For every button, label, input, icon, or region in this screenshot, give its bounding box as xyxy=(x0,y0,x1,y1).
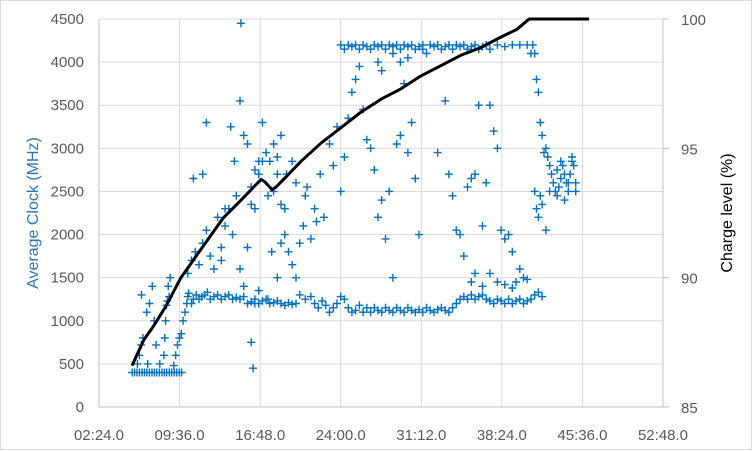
axes xyxy=(98,18,669,408)
x-tick-label: 38:24.0 xyxy=(477,427,527,444)
y2-tick-label: 90 xyxy=(681,271,698,288)
x-tick-label: 31:12.0 xyxy=(396,427,446,444)
y-axis-tick-labels: 0 500 1000 1500 2000 2500 3000 3500 4000 4500 xyxy=(51,11,84,416)
y-tick-label: 2000 xyxy=(51,227,84,244)
y2-tick-label: 100 xyxy=(681,12,706,29)
y-tick-label: 4000 xyxy=(51,54,84,71)
clock-scatter-series xyxy=(128,19,580,377)
y-tick-label: 1500 xyxy=(51,270,84,287)
x-tick-label: 09:36.0 xyxy=(155,427,205,444)
y-tick-label: 500 xyxy=(59,356,84,373)
y-axis-title: Average Clock (MHz) xyxy=(25,137,42,289)
y-tick-label: 3500 xyxy=(51,97,84,114)
y2-axis-tick-labels: 85 90 95 100 xyxy=(681,12,706,417)
y2-tick-label: 85 xyxy=(681,400,698,417)
charge-line-series xyxy=(130,17,590,367)
y2-axis-title: Charge level (%) xyxy=(719,153,736,272)
y-tick-label: 2500 xyxy=(51,183,84,200)
y-tick-label: 3000 xyxy=(51,140,84,157)
charge-level-line xyxy=(130,17,590,367)
x-tick-label: 16:48.0 xyxy=(235,427,285,444)
x-tick-label: 24:00.0 xyxy=(316,427,366,444)
y-tick-label: 0 xyxy=(76,399,84,416)
gridlines xyxy=(99,18,663,407)
y-tick-label: 4500 xyxy=(51,11,84,28)
x-tick-label: 45:36.0 xyxy=(557,427,607,444)
x-tick-label: 02:24.0 xyxy=(74,427,124,444)
x-tick-label: 52:48.0 xyxy=(638,427,688,444)
y-tick-label: 1000 xyxy=(51,313,84,330)
y2-tick-label: 95 xyxy=(681,141,698,158)
x-axis-tick-labels: 02:24.0 09:36.0 16:48.0 24:00.0 31:12.0 38:24… xyxy=(74,427,688,444)
plus-markers xyxy=(128,19,580,377)
